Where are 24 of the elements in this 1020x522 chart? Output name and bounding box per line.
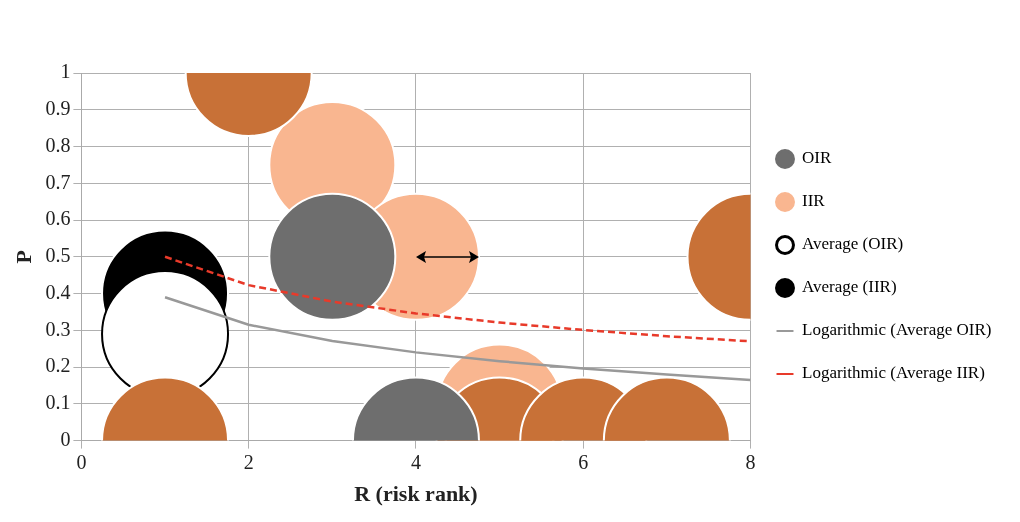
x-tick-label: 8	[745, 450, 756, 473]
x-tick-label: 0	[76, 450, 87, 473]
y-tick-label: 0.7	[45, 170, 71, 193]
legend-label: Logarithmic (Average OIR)	[802, 320, 992, 340]
legend-label: Logarithmic (Average IIR)	[802, 363, 985, 383]
y-tick-label: 0.9	[45, 97, 71, 120]
y-tick-label: 0.1	[45, 391, 71, 414]
legend-label: OIR	[802, 148, 832, 168]
y-tick-label: 0.5	[45, 244, 71, 267]
x-tick-label: 4	[410, 450, 421, 473]
x-tick-label: 6	[578, 450, 589, 473]
y-tick-label: 0.8	[45, 133, 71, 156]
y-tick-label: 0.4	[45, 280, 71, 303]
x-axis-title: R (risk rank)	[354, 481, 478, 507]
x-tick-label: 2	[243, 450, 254, 473]
legend-label: Average (IIR)	[802, 277, 897, 297]
legend-label: Average (OIR)	[802, 234, 904, 254]
y-axis-title: P	[10, 250, 36, 264]
y-tick-label: 0.3	[45, 317, 71, 340]
y-tick-label: 0	[60, 427, 71, 450]
y-tick-label: 1	[60, 60, 71, 83]
legend-label: IIR	[802, 191, 826, 211]
y-tick-label: 0.2	[45, 354, 71, 377]
y-tick-label: 0.6	[45, 207, 71, 230]
